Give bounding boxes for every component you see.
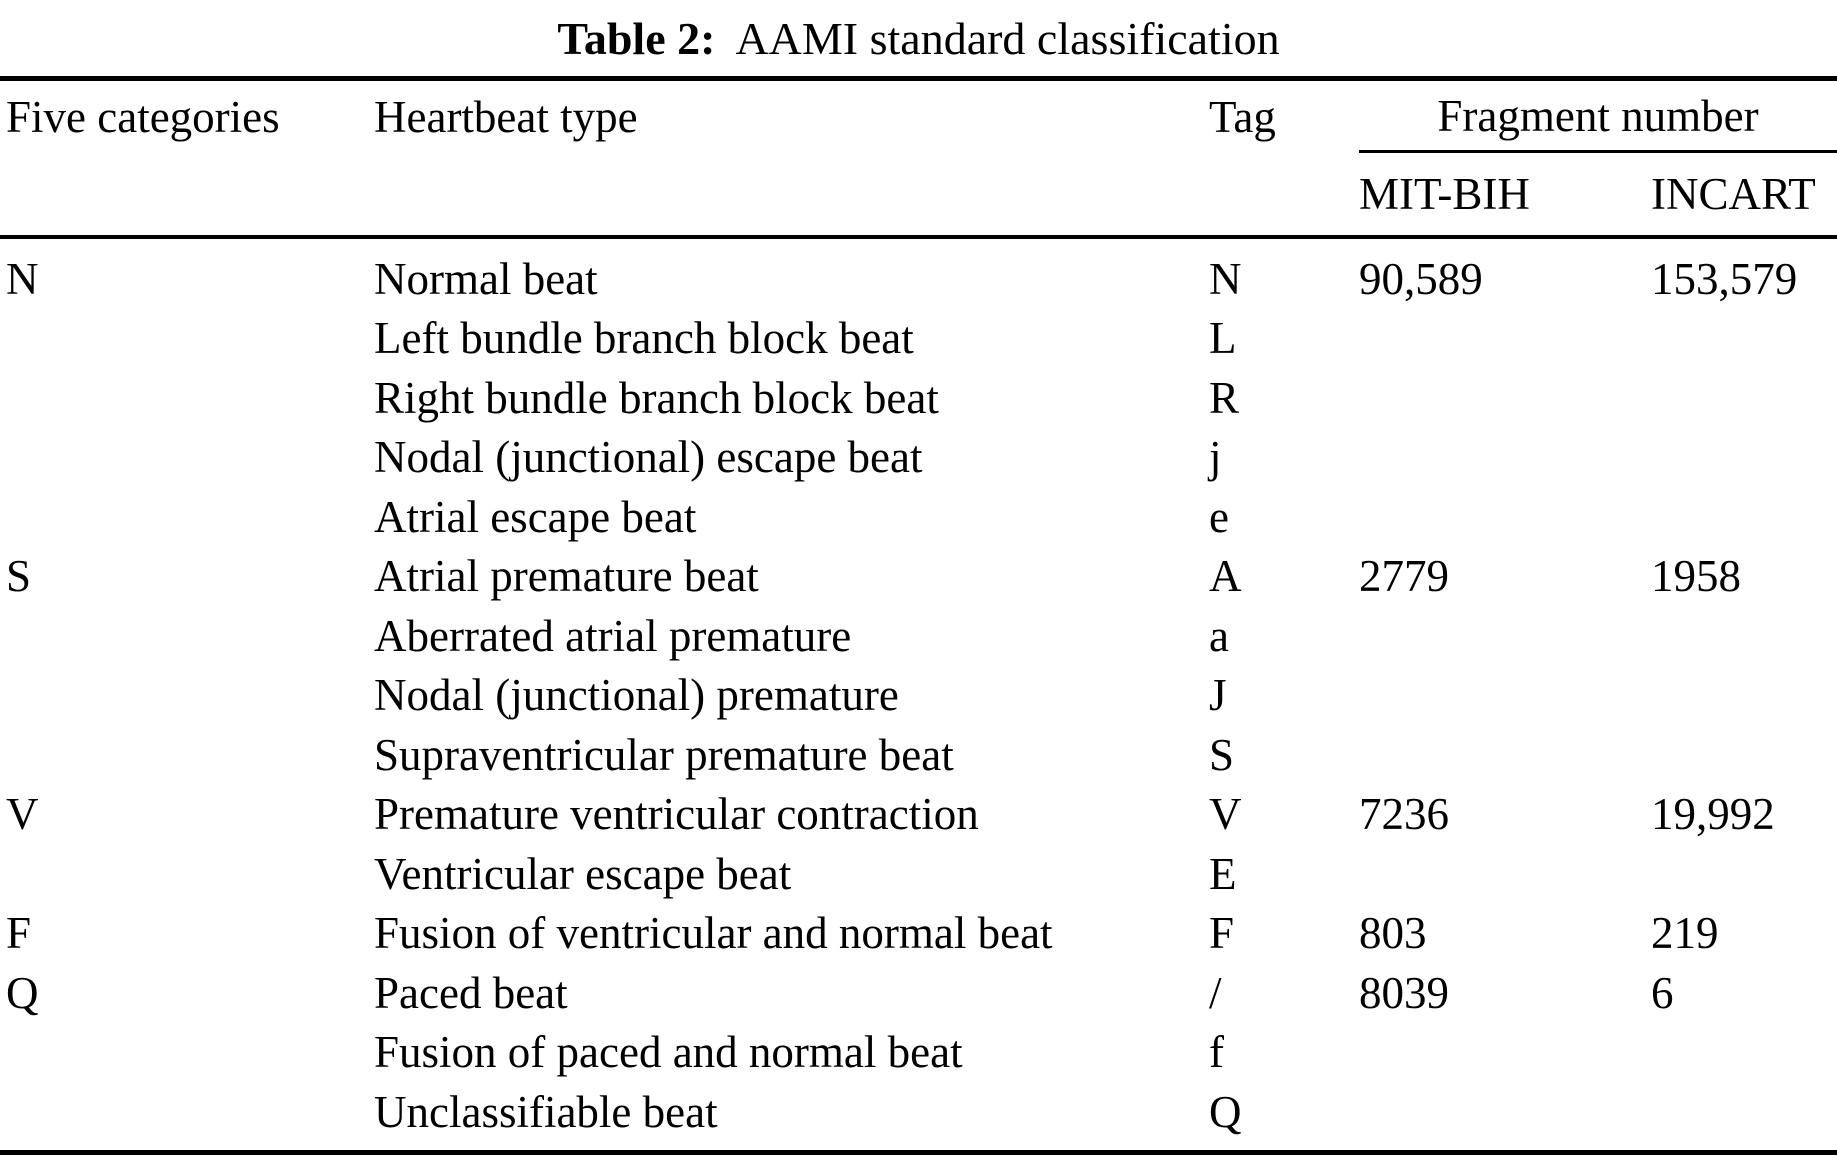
- heartbeat-type-cell: Left bundle branch block beat: [374, 313, 914, 364]
- tag-cell: f: [1209, 1027, 1224, 1078]
- heartbeat-type-cell: Atrial escape beat: [374, 491, 697, 542]
- col-header-five-categories: Five categories: [6, 92, 280, 142]
- table-row: N Normal beat N 90,589 153,579: [0, 249, 1837, 309]
- table-row: Q Paced beat / 8039 6: [0, 963, 1837, 1023]
- col-header-fragment-number: Fragment number: [1359, 81, 1837, 153]
- tag-cell: F: [1209, 908, 1235, 959]
- table-row: S Atrial premature beat A 2779 1958: [0, 547, 1837, 607]
- heartbeat-type-cell: Fusion of paced and normal beat: [374, 1027, 963, 1078]
- incart-count-cell: 1958: [1651, 551, 1741, 602]
- tag-cell: V: [1209, 789, 1242, 840]
- mit-bih-count-cell: 803: [1359, 908, 1427, 959]
- heartbeat-type-cell: Ventricular escape beat: [374, 848, 792, 899]
- mit-bih-count-cell: 7236: [1359, 789, 1449, 840]
- tag-cell: R: [1209, 372, 1240, 423]
- heartbeat-type-cell: Nodal (junctional) escape beat: [374, 432, 923, 483]
- incart-count-cell: 219: [1651, 908, 1719, 959]
- col-header-incart: INCART: [1651, 169, 1816, 219]
- tag-cell: A: [1209, 551, 1242, 602]
- table-row: Unclassifiable beat Q: [0, 1082, 1837, 1142]
- heartbeat-type-cell: Paced beat: [374, 967, 568, 1018]
- heartbeat-type-cell: Unclassifiable beat: [374, 1086, 718, 1137]
- table-row: Supraventricular premature beat S: [0, 725, 1837, 785]
- heartbeat-type-cell: Atrial premature beat: [374, 551, 759, 602]
- table-row: Right bundle branch block beat R: [0, 368, 1837, 428]
- heartbeat-type-cell: Aberrated atrial premature: [374, 610, 852, 661]
- table-row: Ventricular escape beat E: [0, 844, 1837, 904]
- tag-cell: e: [1209, 491, 1229, 542]
- table-header-row-2: MIT-BIH INCART: [0, 153, 1837, 239]
- col-header-mit-bih: MIT-BIH: [1359, 169, 1530, 219]
- heartbeat-type-cell: Supraventricular premature beat: [374, 729, 954, 780]
- mit-bih-count-cell: 90,589: [1359, 253, 1483, 304]
- table-row: Fusion of paced and normal beat f: [0, 1023, 1837, 1083]
- tag-cell: N: [1209, 253, 1242, 304]
- tag-cell: L: [1209, 313, 1237, 364]
- table-row: Aberrated atrial premature a: [0, 606, 1837, 666]
- tag-cell: Q: [1209, 1086, 1242, 1137]
- heartbeat-type-cell: Normal beat: [374, 253, 598, 304]
- table-caption: Table 2: AAMI standard classification: [0, 0, 1837, 76]
- mit-bih-count-cell: 8039: [1359, 967, 1449, 1018]
- table-header-row-1: Five categories Heartbeat type Tag Fragm…: [0, 81, 1837, 153]
- tag-cell: S: [1209, 729, 1235, 780]
- aami-classification-table: Five categories Heartbeat type Tag Fragm…: [0, 76, 1837, 1155]
- tag-cell: J: [1209, 670, 1227, 721]
- category-cell: F: [6, 908, 32, 959]
- table-row: V Premature ventricular contraction V 7236 1…: [0, 785, 1837, 845]
- mit-bih-count-cell: 2779: [1359, 551, 1449, 602]
- table-row: Atrial escape beat e: [0, 487, 1837, 547]
- table-body: N Normal beat N 90,589 153,579 Left bundle br…: [0, 239, 1837, 1150]
- table-caption-title: AAMI standard classification: [735, 12, 1280, 64]
- tag-cell: j: [1209, 432, 1222, 483]
- table-row: Left bundle branch block beat L: [0, 309, 1837, 369]
- table-row: Nodal (junctional) escape beat j: [0, 428, 1837, 488]
- incart-count-cell: 153,579: [1651, 253, 1798, 304]
- tag-cell: a: [1209, 610, 1229, 661]
- category-cell: V: [6, 789, 39, 840]
- incart-count-cell: 6: [1651, 967, 1674, 1018]
- category-cell: Q: [6, 967, 39, 1018]
- heartbeat-type-cell: Fusion of ventricular and normal beat: [374, 908, 1053, 959]
- category-cell: S: [6, 551, 32, 602]
- tag-cell: /: [1209, 967, 1222, 1018]
- heartbeat-type-cell: Nodal (junctional) premature: [374, 670, 899, 721]
- col-header-heartbeat-type: Heartbeat type: [374, 92, 638, 142]
- incart-count-cell: 19,992: [1651, 789, 1775, 840]
- table-row: F Fusion of ventricular and normal beat F 8…: [0, 904, 1837, 964]
- tag-cell: E: [1209, 848, 1237, 899]
- table-caption-label: Table 2:: [557, 12, 716, 64]
- heartbeat-type-cell: Premature ventricular contraction: [374, 789, 979, 840]
- col-header-tag: Tag: [1209, 92, 1276, 142]
- heartbeat-type-cell: Right bundle branch block beat: [374, 372, 939, 423]
- table-row: Nodal (junctional) premature J: [0, 666, 1837, 726]
- category-cell: N: [6, 253, 39, 304]
